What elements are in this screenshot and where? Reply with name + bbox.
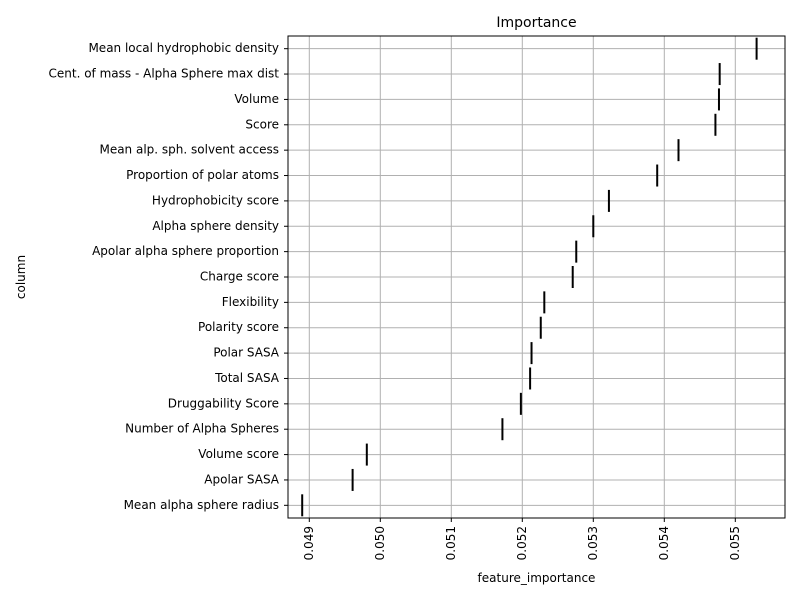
y-tick-label: Polarity score [198,320,279,334]
chart-title: Importance [496,15,576,31]
y-tick-label: Number of Alpha Spheres [125,422,279,436]
y-tick-label: Proportion of polar atoms [126,168,279,182]
y-tick-labels: Mean local hydrophobic density Cent. of m… [49,41,288,512]
y-tick-label: Cent. of mass - Alpha Sphere max dist [49,67,280,81]
y-tick-label: Total SASA [214,371,280,385]
y-tick-label: Volume score [198,447,279,461]
x-tick-label: 0.051 [444,526,458,560]
y-tick-label: Volume [234,92,279,106]
x-tick-label: 0.049 [302,526,316,560]
y-tick-label: Apolar SASA [204,472,279,486]
y-tick-label: Druggability Score [168,396,279,410]
y-tick-label: Polar SASA [213,346,279,360]
x-tick-label: 0.052 [515,526,529,560]
y-axis-label: column [14,255,28,299]
y-tick-label: Mean alpha sphere radius [124,498,279,512]
x-tick-label: 0.054 [657,526,671,560]
y-tick-label: Charge score [200,270,279,284]
y-tick-label: Alpha sphere density [152,219,279,233]
y-tick-label: Hydrophobicity score [152,193,279,207]
x-axis-label: feature_importance [478,571,596,585]
x-tick-label: 0.055 [728,526,742,560]
x-tick-labels: 0.049 0.050 0.051 0.052 0.053 0.054 0.055 [302,518,742,560]
y-tick-label: Mean alp. sph. solvent access [99,143,279,157]
y-tick-label: Score [245,117,279,131]
y-tick-label: Apolar alpha sphere proportion [92,244,279,258]
y-tick-label: Flexibility [222,295,279,309]
y-tick-label: Mean local hydrophobic density [88,41,279,55]
x-tick-label: 0.050 [373,526,387,560]
x-tick-label: 0.053 [586,526,600,560]
data-marks [301,37,758,517]
grid-lines [288,36,785,518]
